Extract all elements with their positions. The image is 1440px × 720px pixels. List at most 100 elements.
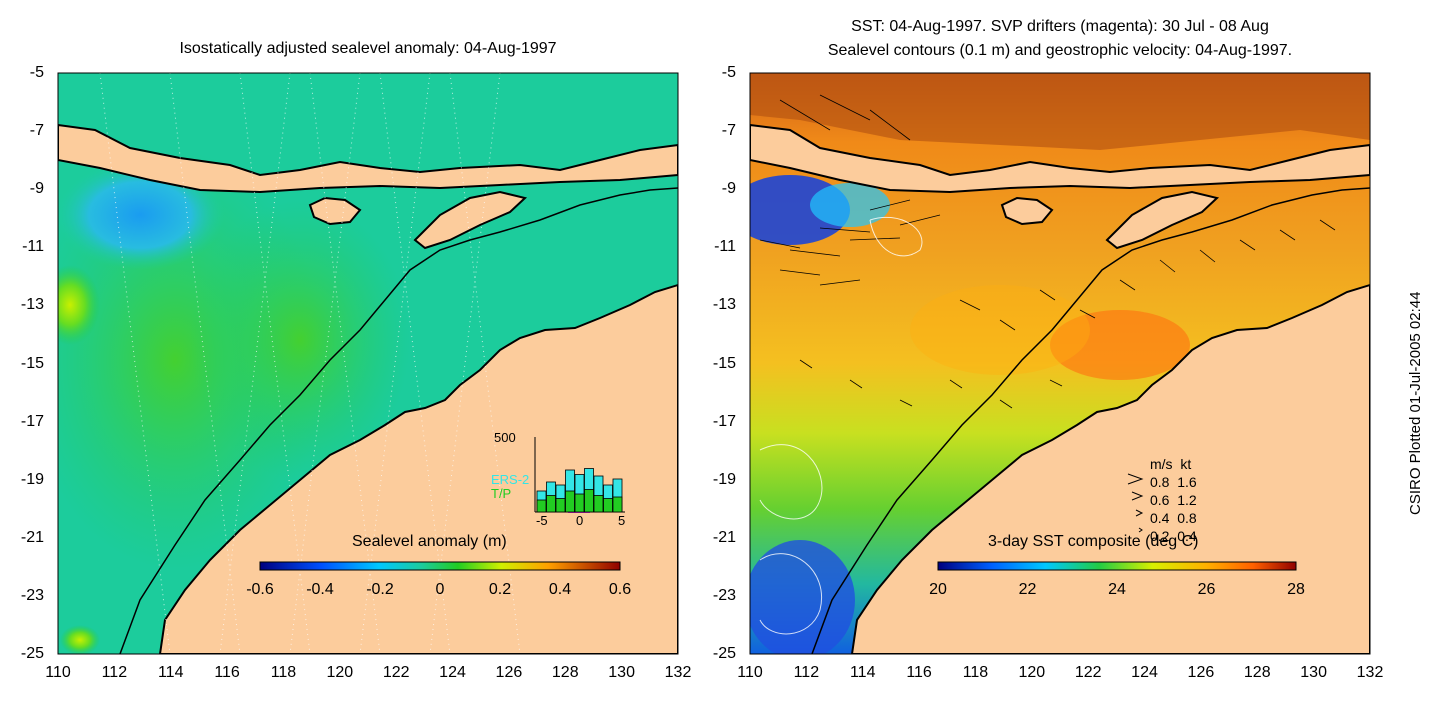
left-title: Isostatically adjusted sealevel anomaly:… [179,40,557,57]
anomaly-high-region [60,625,100,654]
right-title-line2: Sealevel contours (0.1 m) and geostrophi… [827,42,1293,59]
sla-colorbar-tick: -0.6 [246,581,274,598]
land-north [750,123,1370,194]
inset-tick-0: 0 [576,513,584,528]
x-axis-label: 116 [214,664,240,681]
y-axis-label: -23 [712,586,736,604]
velocity-legend-row: 0.2 0.4 [1150,528,1197,544]
y-axis-label: -9 [721,180,736,198]
y-axis-label: -21 [712,528,736,546]
x-axis-label: 130 [1300,664,1327,681]
sst-map [749,72,1371,655]
x-axis-label: 110 [737,664,763,681]
anomaly-green-region [190,200,410,480]
inset-bar-tp [546,495,556,513]
land-north [58,123,678,194]
x-axis-label: 122 [1074,664,1102,681]
velocity-legend-row: 0.8 1.6 [1150,474,1197,490]
y-axis-label: -7 [29,122,44,140]
x-axis-label: 118 [962,664,989,681]
credit-text: CSIRO Plotted 01-Jul-2005 02:44 [1407,291,1424,515]
sla-colorbar-tick: -0.2 [366,581,394,598]
velocity-legend-header: m/s kt [1150,456,1192,472]
inset-bar-tp [536,499,547,513]
cold-water-south [750,540,855,654]
inset-bar-tp [612,496,623,513]
y-axis-label: -17 [20,412,44,430]
x-axis-label: 112 [793,664,820,681]
x-axis-label: 112 [101,664,128,681]
y-axis-label: -5 [29,64,44,81]
y-axis-label: -11 [22,238,44,256]
y-axis-label: -13 [20,296,44,314]
y-axis-label: -21 [20,528,44,546]
sst-colorbar-tick: 28 [1287,581,1305,598]
inset-bar-tp [603,498,613,513]
inset-legend-tp: T/P [491,486,512,501]
warm-pool [910,285,1090,375]
inset-bar-tp [565,490,575,513]
land-masked-north [750,73,1370,150]
x-axis-label: 122 [382,664,410,681]
x-axis-label: 124 [439,664,466,681]
sla-colorbar [259,561,621,571]
x-axis-label: 110 [45,664,71,681]
y-axis-label: -11 [714,238,736,256]
y-axis-label: -19 [20,470,44,488]
right-title-line1: SST: 04-Aug-1997. SVP drifters (magenta)… [851,18,1269,35]
inset-legend-ers2: ERS-2 [491,472,530,487]
map-frame [57,72,679,655]
inset-histogram [534,437,625,513]
velocity-legend: m/s kt 0.8 1.6 0.6 1.2 0.4 0.8 0.2 0.4 [1150,455,1197,545]
y-axis-label: -9 [29,180,44,198]
sealevel-contours [759,216,923,635]
x-axis-label: 128 [1243,664,1271,681]
sla-colorbar-tick: -0.4 [306,581,334,598]
y-axis-label: -19 [712,470,736,488]
inset-tick-neg5: -5 [536,513,548,528]
shelf-contour [119,187,678,654]
sst-colorbar-tick: 26 [1197,581,1216,598]
inset-bar-tp [555,498,566,513]
cold-upwelling [810,183,890,227]
y-axis-label: -25 [20,645,44,662]
sst-colorbar-label: 3-day SST composite (deg C) [988,533,1199,550]
sla-colorbar-tick: 0.2 [488,581,512,598]
island [413,190,528,250]
island [1000,196,1054,226]
y-axis-label: -23 [20,586,44,604]
inset-bar-tp [584,489,594,513]
x-axis-label: 128 [551,664,579,681]
sst-colorbar-tick: 22 [1018,581,1037,598]
island [308,196,362,226]
x-axis-label: 130 [608,664,635,681]
sla-colorbar-tick: 0 [435,581,445,598]
inset-bar-tp [574,493,585,513]
island [1105,190,1220,250]
x-axis-label: 116 [906,664,932,681]
x-axis-label: 120 [326,664,354,681]
y-axis-label: -15 [20,354,44,372]
inset-bar-tp [593,495,604,513]
x-axis-label: 124 [1131,664,1158,681]
sla-colorbar-label: Sealevel anomaly (m) [352,533,507,550]
y-axis-label: -13 [712,296,736,314]
y-axis-label: -17 [712,412,736,430]
x-axis-label: 126 [495,664,523,681]
x-axis-label: 114 [157,664,184,681]
velocity-legend-arrows [1127,473,1144,533]
map-frame [749,72,1371,655]
sla-colorbar-tick: 0.4 [548,581,572,598]
x-axis-label: 132 [1356,664,1384,681]
x-axis-label: 118 [270,664,297,681]
sla-colorbar-tick: 0.6 [608,581,632,598]
anomaly-high-region [58,265,100,345]
y-axis-label: -15 [712,354,736,372]
y-axis-label: -25 [712,645,736,662]
sst-colorbar [937,561,1297,571]
x-axis-label: 132 [664,664,692,681]
sealevel-anomaly-map [57,72,679,655]
velocity-vectors [759,94,1336,409]
x-axis-label: 114 [849,664,876,681]
